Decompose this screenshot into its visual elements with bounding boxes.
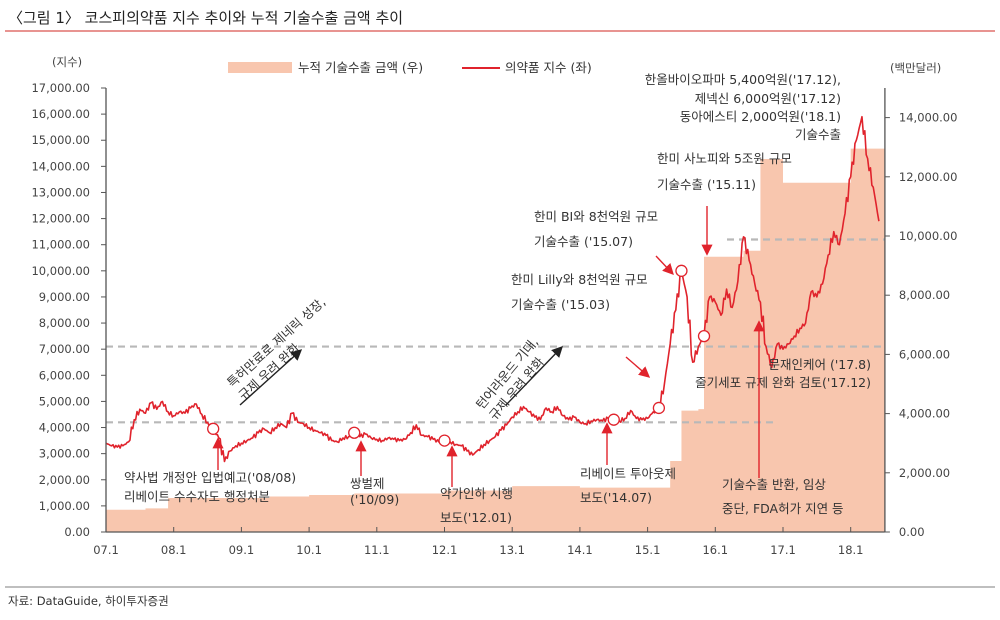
annotation-text: 한미 BI와 8천억원 규모 bbox=[534, 209, 658, 224]
left-tick-label: 8,000.00 bbox=[39, 316, 90, 330]
legend-area-label: 누적 기술수출 금액 (우) bbox=[298, 60, 423, 75]
left-tick-label: 7,000.00 bbox=[39, 342, 90, 356]
legend-area-swatch bbox=[228, 62, 292, 73]
event-marker bbox=[348, 426, 361, 439]
x-tick-label: 16.1 bbox=[702, 543, 728, 557]
source-note: 자료: DataGuide, 하이투자증권 bbox=[8, 594, 169, 608]
left-tick-label: 9,000.00 bbox=[39, 290, 90, 304]
x-tick-label: 18.1 bbox=[838, 543, 864, 557]
event-marker bbox=[697, 329, 711, 343]
left-tick-label: 12,000.00 bbox=[31, 212, 90, 226]
annotation-text: 쌍벌제 bbox=[350, 476, 385, 491]
annotation-text: 약가인하 시행 bbox=[440, 486, 513, 501]
right-tick-label: 2,000.00 bbox=[899, 466, 950, 480]
left-axis-unit: (지수) bbox=[52, 55, 82, 69]
left-tick-label: 2,000.00 bbox=[39, 473, 90, 487]
left-tick-label: 5,000.00 bbox=[39, 394, 90, 408]
left-tick-label: 11,000.00 bbox=[31, 238, 90, 252]
event-arrow bbox=[625, 356, 651, 378]
annotation-text: 문재인케어 ('17.8) bbox=[769, 357, 872, 372]
x-tick-label: 15.1 bbox=[635, 543, 661, 557]
annotation-text: 리베이트 투아웃제 bbox=[580, 466, 676, 481]
left-tick-label: 15,000.00 bbox=[31, 133, 90, 147]
annotation-text: 기술수출 반환, 임상 bbox=[722, 477, 826, 492]
axes: 0.00 1,000.00 2,000.00 3,000.00 4,000.00 5,00… bbox=[31, 81, 957, 557]
annotation-text: 제넥신 6,000억원('17.12) bbox=[695, 91, 841, 106]
annotations: 약사법 개정안 입법예고('08/08) 리베이트 수수자도 행정처분 쌍벌제 … bbox=[124, 72, 871, 525]
annotation-text: 기술수출 ('15.03) bbox=[511, 297, 610, 312]
right-tick-label: 12,000.00 bbox=[899, 170, 958, 184]
annotation-text: 보도('12.01) bbox=[440, 510, 512, 525]
x-tick-label: 10.1 bbox=[296, 543, 322, 557]
x-tick-label: 11.1 bbox=[364, 543, 390, 557]
chart-title: 〈그림 1〉 코스피의약품 지수 추이와 누적 기술수출 금액 추이 bbox=[8, 9, 403, 27]
event-marker bbox=[675, 264, 688, 277]
annotation-text: 기술수출 bbox=[795, 127, 841, 142]
annotation-text: 특허만료로 제네릭 성장, bbox=[224, 294, 328, 390]
annotation-text: 한미 Lilly와 8천억원 규모 bbox=[511, 272, 648, 287]
right-tick-label: 4,000.00 bbox=[899, 407, 950, 421]
event-marker bbox=[438, 434, 451, 447]
trend-arrow bbox=[239, 349, 303, 406]
left-tick-label: 1,000.00 bbox=[39, 499, 90, 513]
cumulative-export-area bbox=[106, 148, 885, 532]
left-tick-label: 17,000.00 bbox=[31, 81, 90, 95]
event-arrow bbox=[655, 255, 674, 276]
annotation-text: 줄기세포 규제 완화 검토('17.12) bbox=[695, 375, 871, 390]
annotation-text: 기술수출 ('15.11) bbox=[657, 177, 756, 192]
right-tick-label: 14,000.00 bbox=[899, 111, 958, 125]
right-tick-label: 10,000.00 bbox=[899, 229, 958, 243]
right-tick-label: 8,000.00 bbox=[899, 288, 950, 302]
event-marker bbox=[607, 413, 620, 426]
index-line bbox=[105, 115, 880, 463]
left-tick-label: 6,000.00 bbox=[39, 368, 90, 382]
x-tick-label: 07.1 bbox=[93, 543, 119, 557]
annotation-text: 한미 사노피와 5조원 규모 bbox=[657, 151, 792, 166]
annotation-text: 중단, FDA허가 지연 등 bbox=[722, 501, 844, 516]
x-tick-label: 08.1 bbox=[161, 543, 187, 557]
annotation-text: 기술수출 ('15.07) bbox=[534, 234, 633, 249]
annotation-text: 보도('14.07) bbox=[580, 490, 652, 505]
left-tick-label: 10,000.00 bbox=[31, 264, 90, 278]
right-tick-label: 6,000.00 bbox=[899, 347, 950, 361]
x-tick-label: 09.1 bbox=[229, 543, 255, 557]
left-tick-label: 3,000.00 bbox=[39, 447, 90, 461]
annotation-text: 동아에스티 2,000억원('18.1) bbox=[680, 109, 841, 124]
annotation-text: 한올바이오파마 5,400억원('17.12), bbox=[645, 72, 841, 87]
x-tick-label: 14.1 bbox=[567, 543, 593, 557]
legend-line-label: 의약품 지수 (좌) bbox=[505, 60, 592, 75]
x-tick-label: 17.1 bbox=[770, 543, 796, 557]
annotation-text: 리베이트 수수자도 행정처분 bbox=[124, 489, 270, 504]
event-marker bbox=[207, 422, 220, 435]
right-tick-label: 0.00 bbox=[899, 525, 925, 539]
annotation-text: 약사법 개정안 입법예고('08/08) bbox=[124, 470, 296, 485]
left-tick-label: 0.00 bbox=[64, 525, 90, 539]
trend-arrow bbox=[505, 345, 563, 406]
x-tick-label: 13.1 bbox=[499, 543, 525, 557]
event-marker bbox=[652, 401, 666, 415]
annotation-text: ('10/09) bbox=[350, 492, 399, 507]
right-axis-unit: (백만달러) bbox=[890, 61, 941, 75]
legend: 누적 기술수출 금액 (우) 의약품 지수 (좌) bbox=[228, 60, 592, 75]
left-tick-label: 14,000.00 bbox=[31, 159, 90, 173]
left-tick-label: 13,000.00 bbox=[31, 185, 90, 199]
x-tick-label: 12.1 bbox=[432, 543, 458, 557]
left-tick-label: 16,000.00 bbox=[31, 107, 90, 121]
left-tick-label: 4,000.00 bbox=[39, 421, 90, 435]
plot-area bbox=[105, 115, 885, 532]
